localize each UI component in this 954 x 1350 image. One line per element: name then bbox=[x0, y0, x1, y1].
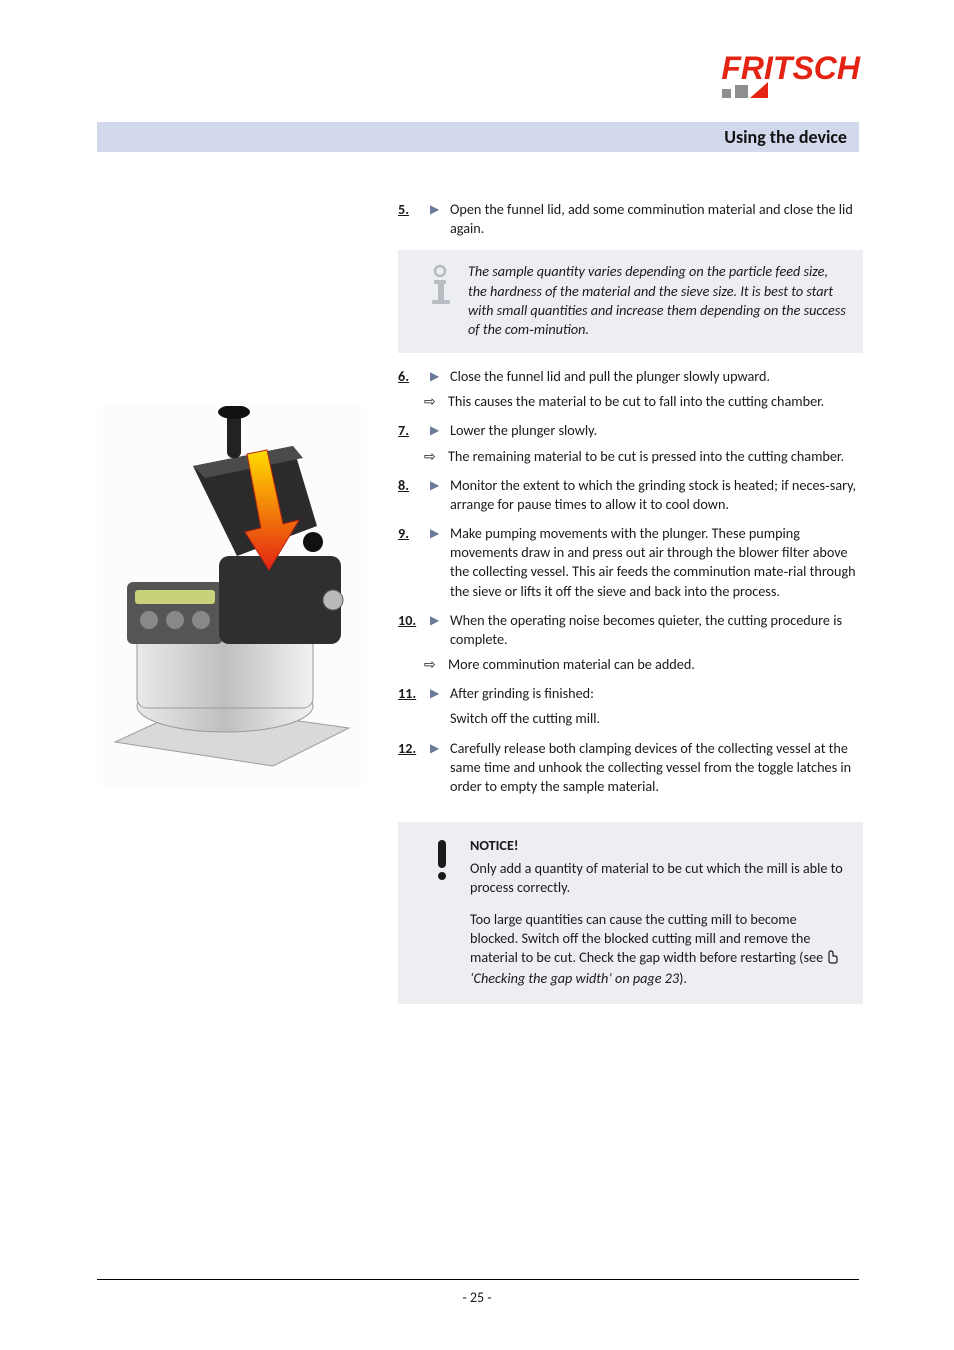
section-title: Using the device bbox=[724, 126, 847, 148]
step-11-after: Switch off the cutting mill. bbox=[450, 709, 863, 728]
notice-text-end: ). bbox=[679, 969, 687, 987]
notice-paragraph-1: Only add a quantity of material to be cu… bbox=[470, 859, 847, 897]
step-number: 9. bbox=[398, 524, 430, 601]
hand-pointer-icon bbox=[826, 950, 840, 969]
page: FRITSCH Using the device bbox=[0, 0, 954, 1350]
result-arrow-icon: ⇨ bbox=[424, 447, 448, 466]
result-arrow-icon: ⇨ bbox=[424, 655, 448, 674]
step-text: Carefully release both clamping devices … bbox=[450, 739, 863, 797]
result-text: The remaining material to be cut is pres… bbox=[448, 447, 863, 466]
result-text: More comminution material can be added. bbox=[448, 655, 863, 674]
step-arrow-icon: ▶ bbox=[430, 200, 450, 238]
exclamation-icon bbox=[414, 836, 470, 988]
device-figure bbox=[97, 406, 385, 786]
step-8: 8. ▶ Monitor the extent to which the gri… bbox=[398, 476, 863, 514]
step-text: Close the funnel lid and pull the plunge… bbox=[450, 367, 863, 386]
cutting-mill-icon bbox=[97, 406, 367, 786]
step-10: 10. ▶ When the operating noise becomes q… bbox=[398, 611, 863, 675]
info-icon bbox=[412, 262, 468, 339]
notice-box: NOTICE! Only add a quantity of material … bbox=[398, 822, 863, 1004]
step-9: 9. ▶ Make pumping movements with the plu… bbox=[398, 524, 863, 601]
step-number: 10. bbox=[398, 611, 430, 649]
step-number: 6. bbox=[398, 367, 430, 386]
step-arrow-icon: ▶ bbox=[430, 684, 450, 703]
step-number: 5. bbox=[398, 200, 430, 238]
step-text: Lower the plunger slowly. bbox=[450, 421, 863, 440]
info-note: The sample quantity varies depending on … bbox=[398, 250, 863, 353]
page-number: - 25 - bbox=[0, 1289, 954, 1306]
step-6: 6. ▶ Close the funnel lid and pull the p… bbox=[398, 367, 863, 411]
info-text: The sample quantity varies depending on … bbox=[468, 262, 849, 339]
result-arrow-icon: ⇨ bbox=[424, 392, 448, 411]
step-5: 5. ▶ Open the funnel lid, add some commi… bbox=[398, 200, 863, 238]
logo-square-icon bbox=[735, 85, 748, 98]
step-number: 7. bbox=[398, 421, 430, 440]
step-arrow-icon: ▶ bbox=[430, 524, 450, 601]
brand-logo: FRITSCH bbox=[717, 52, 860, 98]
brand-name: FRITSCH bbox=[721, 52, 860, 84]
content: 5. ▶ Open the funnel lid, add some commi… bbox=[398, 200, 863, 1004]
step-6-result: ⇨ This causes the material to be cut to … bbox=[424, 392, 863, 411]
step-7: 7. ▶ Lower the plunger slowly. ⇨ The rem… bbox=[398, 421, 863, 465]
step-number: 12. bbox=[398, 739, 430, 797]
step-text: Monitor the extent to which the grinding… bbox=[450, 476, 863, 514]
step-text: When the operating noise becomes quieter… bbox=[450, 611, 863, 649]
step-10-result: ⇨ More comminution material can be added… bbox=[424, 655, 863, 674]
step-12: 12. ▶ Carefully release both clamping de… bbox=[398, 739, 863, 797]
notice-title: NOTICE! bbox=[470, 836, 847, 855]
notice-text: Too large quantities can cause the cutti… bbox=[470, 910, 826, 966]
notice-crossref: ‘Checking the gap width’ on page 23 bbox=[470, 969, 679, 987]
step-7-result: ⇨ The remaining material to be cut is pr… bbox=[424, 447, 863, 466]
step-arrow-icon: ▶ bbox=[430, 421, 450, 440]
step-text: Make pumping movements with the plunger.… bbox=[450, 524, 863, 601]
step-text: After grinding is finished: bbox=[450, 684, 863, 703]
footer-rule bbox=[97, 1279, 859, 1280]
notice-paragraph-2: Too large quantities can cause the cutti… bbox=[470, 910, 847, 989]
step-number: 8. bbox=[398, 476, 430, 514]
result-text: This causes the material to be cut to fa… bbox=[448, 392, 863, 411]
step-arrow-icon: ▶ bbox=[430, 367, 450, 386]
step-11: 11. ▶ After grinding is finished: Switch… bbox=[398, 684, 863, 728]
logo-square-icon bbox=[722, 89, 731, 98]
section-header: Using the device bbox=[97, 122, 859, 152]
device-image bbox=[97, 406, 367, 786]
step-arrow-icon: ▶ bbox=[430, 739, 450, 797]
logo-triangle-icon bbox=[750, 82, 768, 98]
step-number: 11. bbox=[398, 684, 430, 703]
step-arrow-icon: ▶ bbox=[430, 476, 450, 514]
step-arrow-icon: ▶ bbox=[430, 611, 450, 649]
step-text: Open the funnel lid, add some comminutio… bbox=[450, 200, 863, 238]
